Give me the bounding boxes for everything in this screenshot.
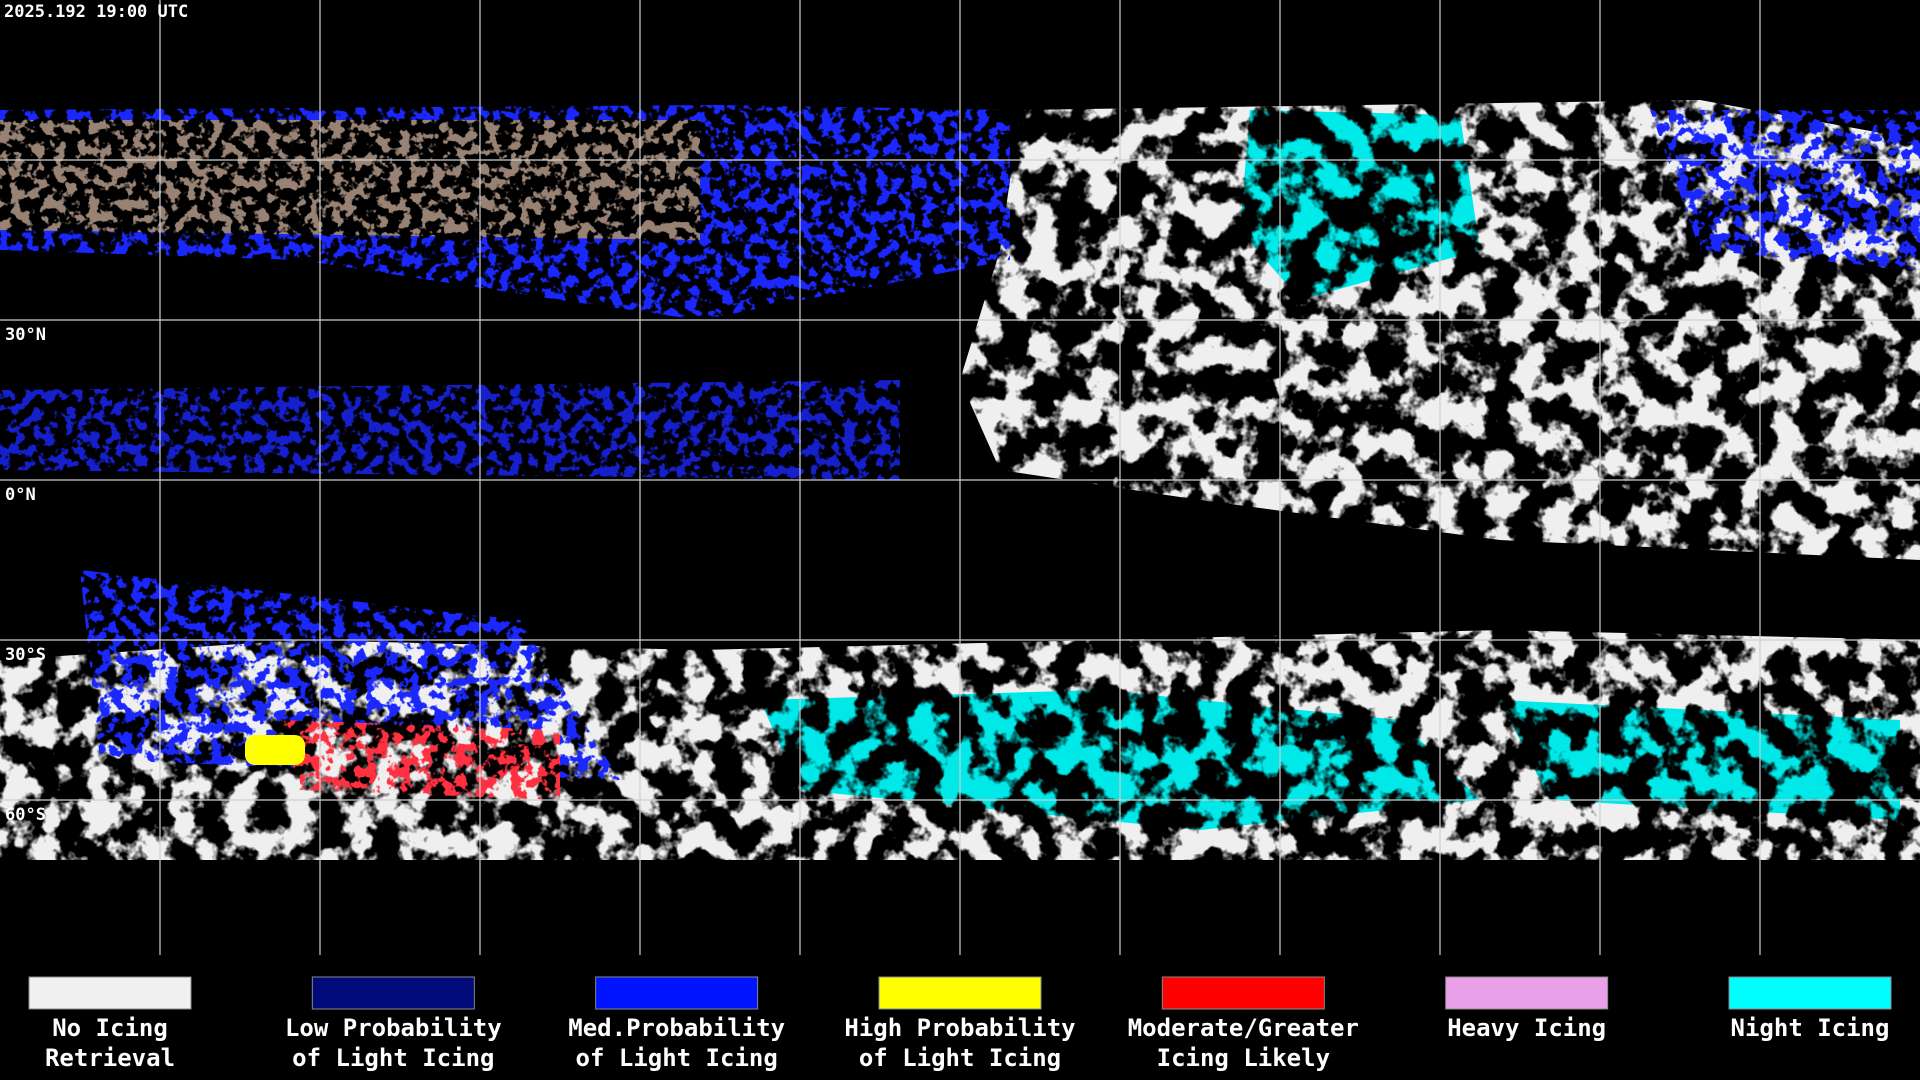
latitude-label: 60°S xyxy=(5,805,46,825)
legend-label: Icing Likely xyxy=(1157,1044,1330,1072)
legend-swatch xyxy=(878,976,1042,1010)
legend-swatch xyxy=(1161,976,1325,1010)
legend-label: Night Icing xyxy=(1731,1014,1890,1042)
latitude-label: 30°N xyxy=(5,325,46,345)
timestamp: 2025.192 19:00 UTC xyxy=(4,2,188,22)
legend-label: Retrieval xyxy=(45,1044,175,1072)
legend-label: of Light Icing xyxy=(292,1044,494,1072)
legend-swatch xyxy=(1728,976,1892,1010)
legend-swatch xyxy=(1445,976,1609,1010)
legend-label: of Light Icing xyxy=(576,1044,778,1072)
legend-label: Moderate/Greater xyxy=(1128,1014,1359,1042)
graticule xyxy=(0,0,1920,955)
legend-label: Low Probability xyxy=(285,1014,502,1042)
legend-label: No Icing xyxy=(52,1014,168,1042)
legend-swatch xyxy=(28,976,192,1010)
legend-label: Med.Probability xyxy=(568,1014,785,1042)
latitude-labels: 30°N 0°N 30°S 60°S xyxy=(5,325,46,825)
high-icing-patch xyxy=(245,735,305,765)
legend-label: of Light Icing xyxy=(859,1044,1061,1072)
legend-swatch xyxy=(595,976,759,1010)
legend-label: Heavy Icing xyxy=(1447,1014,1606,1042)
icing-speckle xyxy=(0,105,1920,800)
legend-swatch xyxy=(311,976,475,1010)
latitude-label: 0°N xyxy=(5,485,36,505)
latitude-label: 30°S xyxy=(5,645,46,665)
legend-label: High Probability xyxy=(844,1014,1075,1042)
